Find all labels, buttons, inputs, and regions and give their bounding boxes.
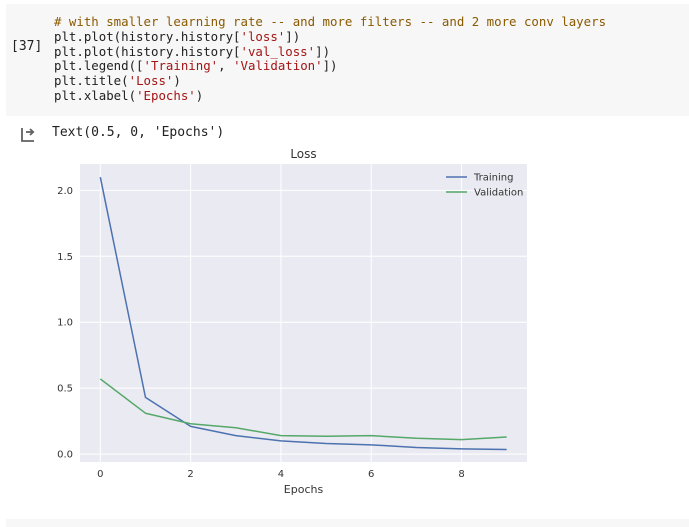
- series-line-validation: [99, 378, 507, 441]
- code-token: 'loss': [240, 28, 286, 44]
- code-token: ]): [322, 58, 338, 74]
- next-code-cell[interactable]: [6, 519, 689, 527]
- x-tick-label: 2: [187, 469, 193, 480]
- series-line-training: [99, 177, 507, 451]
- code-cell[interactable]: [37] # with smaller learning rate -- and…: [6, 4, 689, 116]
- x-tick-label: 0: [97, 469, 103, 480]
- code-token: 'Loss': [128, 73, 174, 89]
- legend-entry: Validation: [474, 188, 523, 199]
- execution-count: [37]: [11, 39, 43, 54]
- code-token: 'Validation': [233, 58, 323, 74]
- code-token: ]): [315, 43, 331, 59]
- code-token: ): [195, 87, 204, 103]
- x-tick-label: 4: [278, 469, 284, 480]
- code-token: ): [173, 73, 181, 89]
- x-tick-label: 8: [458, 469, 464, 480]
- code-token: plt.plot(history.history[: [54, 43, 241, 59]
- y-tick-label: 0.0: [57, 450, 73, 461]
- code-token: # with smaller learning rate -- and more…: [54, 14, 607, 29]
- x-axis-label: Epochs: [284, 483, 324, 496]
- y-tick-label: 0.5: [57, 384, 73, 395]
- legend-entry: Training: [473, 173, 513, 184]
- code-token: plt.plot(history.history[: [54, 28, 241, 44]
- code-token: 'Epochs': [136, 87, 196, 103]
- code-line: plt.xlabel('Epochs'): [54, 87, 606, 104]
- code-token: plt.xlabel(: [54, 87, 137, 103]
- plot-area: [80, 164, 527, 462]
- y-tick-label: 1.5: [57, 252, 73, 263]
- code-editor[interactable]: # with smaller learning rate -- and more…: [54, 14, 607, 104]
- code-token: ]): [285, 28, 301, 44]
- code-token: plt.legend([: [54, 58, 144, 74]
- code-line: plt.plot(history.history['loss']): [54, 28, 606, 45]
- code-token: plt.title(: [54, 73, 129, 89]
- output-arrow-icon[interactable]: [19, 126, 37, 144]
- loss-line-chart: 0 2 4 6 8 0.0 0.5 1.0 1.5 2.0 Loss Epochs Training Va…: [57, 147, 527, 496]
- x-tick-label: 6: [368, 469, 374, 480]
- code-line: plt.legend(['Training', 'Validation']): [54, 58, 606, 74]
- code-line: plt.plot(history.history['val_loss']): [54, 43, 606, 60]
- y-tick-label: 1.0: [57, 318, 73, 329]
- code-token: ,: [218, 58, 234, 74]
- output-text: Text(0.5, 0, 'Epochs'): [52, 125, 225, 140]
- chart-title: Loss: [290, 147, 316, 161]
- y-tick-label: 2.0: [57, 186, 73, 197]
- code-token: 'val_loss': [240, 43, 316, 59]
- code-token: 'Training': [143, 58, 219, 74]
- code-line: plt.title('Loss'): [54, 73, 606, 89]
- code-line: # with smaller learning rate -- and more…: [54, 14, 607, 30]
